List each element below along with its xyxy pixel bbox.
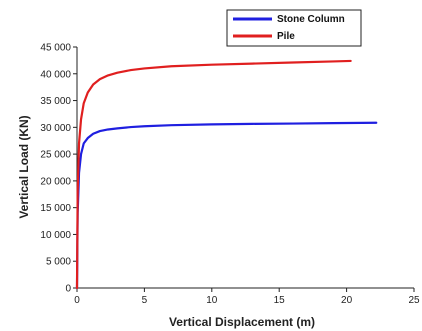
y-tick-label: 25 000 [40, 150, 71, 161]
y-tick-label: 20 000 [40, 176, 71, 187]
y-tick-label: 45 000 [40, 43, 71, 54]
y-tick-label: 5 000 [46, 257, 71, 268]
x-tick-label: 10 [206, 295, 218, 306]
y-tick-label: 15 000 [40, 203, 71, 214]
y-tick-label: 10 000 [40, 230, 71, 241]
series-line-pile [75, 59, 352, 290]
legend-label-stone-column: Stone Column [277, 14, 345, 25]
series-line-stone-column [75, 121, 378, 290]
y-tick-label: 0 [65, 284, 71, 295]
y-tick-label: 35 000 [40, 96, 71, 107]
series-layer [75, 59, 378, 290]
x-tick-label: 25 [408, 295, 420, 306]
axes: 0 5 000 10 000 15 000 20 000 25 000 30 000 35 0… [40, 43, 420, 307]
x-tick-label: 15 [274, 295, 286, 306]
legend-label-pile: Pile [277, 31, 295, 42]
y-tick-label: 40 000 [40, 69, 71, 80]
x-tick-label: 0 [74, 295, 80, 306]
x-tick-label: 20 [341, 295, 353, 306]
y-tick-label: 30 000 [40, 123, 71, 134]
y-axis-title: Vertical Load (KN) [17, 115, 31, 218]
x-axis-title: Vertical Displacement (m) [169, 315, 315, 329]
legend-box [226, 9, 362, 47]
x-tick-label: 5 [142, 295, 148, 306]
legend: Stone Column Pile [226, 9, 362, 47]
